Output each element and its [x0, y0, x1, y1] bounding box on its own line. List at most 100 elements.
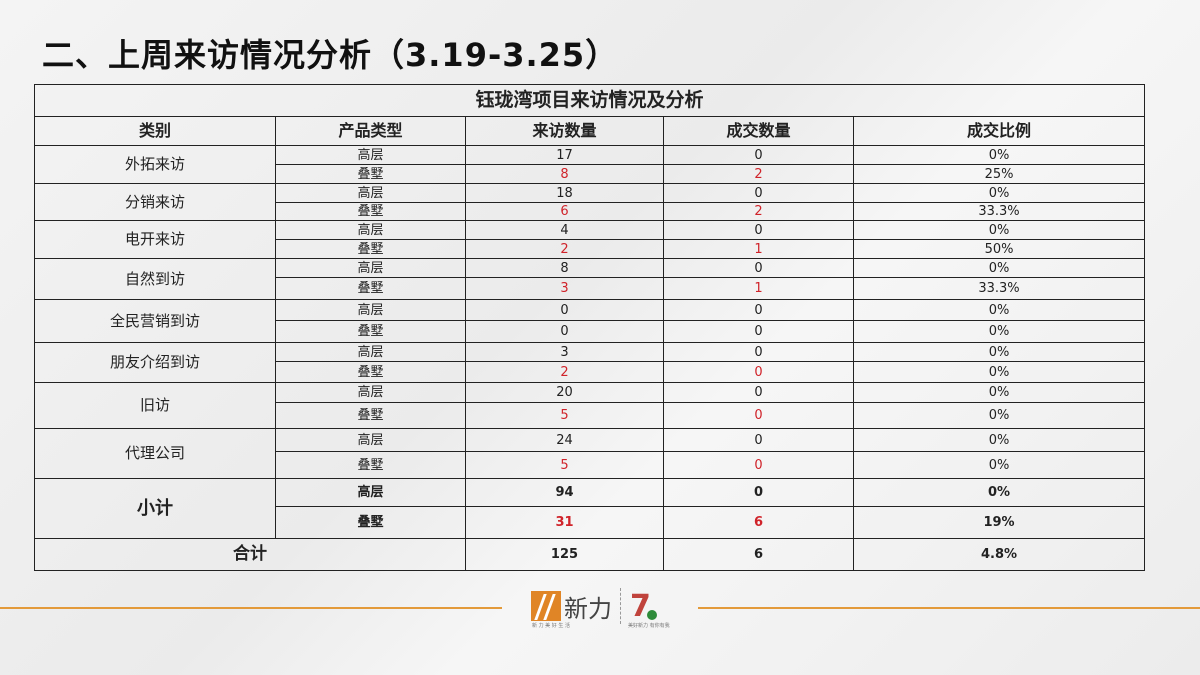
visits-cell: 4 [465, 220, 664, 240]
product-type-cell: 叠墅 [275, 361, 466, 383]
visits-cell: 0 [465, 299, 664, 321]
product-type-cell: 高层 [275, 258, 466, 278]
visits-cell: 6 [465, 202, 664, 221]
deals-cell: 0 [663, 361, 854, 383]
table-row: 叠墅 2 0 0% [35, 361, 1146, 383]
table-row: 自然到访 高层 8 0 0% [34, 258, 1146, 300]
table-row: 叠墅 0 0 0% [35, 320, 1146, 343]
ratio-cell: 33.3% [852, 202, 1146, 221]
anniversary-logo-icon: 7 [630, 589, 657, 624]
product-type-cell: 高层 [275, 478, 466, 507]
ratio-cell: 0% [852, 145, 1146, 165]
total-row: 合计 125 6 4.8% [34, 538, 1146, 571]
product-type-cell: 叠墅 [275, 402, 466, 429]
visits-cell: 31 [465, 506, 664, 539]
table-row: 旧访 高层 20 0 0% [34, 382, 1146, 429]
category-cell: 旧访 [34, 382, 276, 429]
visits-cell: 17 [465, 145, 664, 165]
deals-cell: 0 [663, 145, 854, 165]
deals-cell: 0 [663, 451, 854, 479]
column-header: 成交数量 [663, 116, 854, 146]
table-row: 叠墅 5 0 0% [35, 402, 1146, 429]
visit-analysis-table: 钰珑湾项目来访情况及分析 类别 产品类型 来访数量 成交数量 成交比例 外拓来访… [33, 84, 1146, 571]
table-row: 叠墅 31 6 19% [35, 506, 1146, 539]
ratio-cell: 0% [852, 428, 1146, 452]
category-cell: 全民营销到访 [34, 299, 276, 343]
ratio-cell: 0% [852, 183, 1146, 203]
table-row: 电开来访 高层 4 0 0% [34, 220, 1146, 259]
total-ratio: 4.8% [852, 538, 1146, 571]
table-row: 朋友介绍到访 高层 3 0 0% [34, 342, 1146, 383]
footer-divider-right [698, 607, 1200, 609]
column-header: 类别 [34, 116, 276, 146]
ratio-cell: 19% [852, 506, 1146, 539]
deals-cell: 1 [663, 239, 854, 259]
ratio-cell: 50% [852, 239, 1146, 259]
visits-cell: 18 [465, 183, 664, 203]
product-type-cell: 高层 [275, 183, 466, 203]
ratio-cell: 0% [852, 451, 1146, 479]
category-cell: 小计 [34, 478, 276, 539]
deals-cell: 0 [663, 382, 854, 403]
deals-cell: 6 [663, 506, 854, 539]
table-row: 分销来访 高层 18 0 0% [34, 183, 1146, 221]
deals-cell: 0 [663, 320, 854, 343]
deals-cell: 0 [663, 478, 854, 507]
ratio-cell: 25% [852, 164, 1146, 184]
ratio-cell: 0% [852, 220, 1146, 240]
table-row: 叠墅 5 0 0% [35, 451, 1146, 479]
visits-cell: 5 [465, 451, 664, 479]
table-row: 外拓来访 高层 17 0 0% [34, 145, 1146, 184]
ratio-cell: 0% [852, 320, 1146, 343]
visits-cell: 8 [465, 164, 664, 184]
product-type-cell: 叠墅 [275, 451, 466, 479]
product-type-cell: 高层 [275, 342, 466, 362]
column-header: 成交比例 [852, 116, 1146, 146]
deals-cell: 0 [663, 342, 854, 362]
product-type-cell: 高层 [275, 299, 466, 321]
product-type-cell: 叠墅 [275, 239, 466, 259]
product-type-cell: 高层 [275, 220, 466, 240]
xinli-logo-icon [531, 591, 561, 621]
visits-cell: 3 [465, 277, 664, 300]
deals-cell: 0 [663, 299, 854, 321]
ratio-cell: 0% [852, 299, 1146, 321]
visits-cell: 8 [465, 258, 664, 278]
ratio-cell: 0% [852, 361, 1146, 383]
column-header: 产品类型 [275, 116, 466, 146]
category-cell: 朋友介绍到访 [34, 342, 276, 383]
visits-cell: 24 [465, 428, 664, 452]
visits-cell: 20 [465, 382, 664, 403]
second-logo-tagline: 美好新力 有你有我 [628, 623, 670, 629]
product-type-cell: 叠墅 [275, 202, 466, 221]
visits-cell: 2 [465, 361, 664, 383]
ratio-cell: 0% [852, 258, 1146, 278]
category-cell: 自然到访 [34, 258, 276, 300]
visits-cell: 94 [465, 478, 664, 507]
total-deals: 6 [663, 538, 854, 571]
product-type-cell: 高层 [275, 382, 466, 403]
visits-cell: 0 [465, 320, 664, 343]
table-row: 叠墅 6 2 33.3% [35, 202, 1146, 221]
deals-cell: 1 [663, 277, 854, 300]
table-caption: 钰珑湾项目来访情况及分析 [33, 84, 1146, 117]
visits-cell: 5 [465, 402, 664, 429]
category-cell: 分销来访 [34, 183, 276, 221]
ratio-cell: 0% [852, 342, 1146, 362]
deals-cell: 0 [663, 220, 854, 240]
product-type-cell: 叠墅 [275, 277, 466, 300]
logo-tagline: 新 力 美 好 生 活 [532, 623, 570, 629]
product-type-cell: 叠墅 [275, 506, 466, 539]
deals-cell: 0 [663, 402, 854, 429]
column-header: 来访数量 [465, 116, 664, 146]
ratio-cell: 0% [852, 478, 1146, 507]
category-cell: 代理公司 [34, 428, 276, 479]
deals-cell: 0 [663, 183, 854, 203]
table-row: 全民营销到访 高层 0 0 0% [34, 299, 1146, 343]
category-cell: 外拓来访 [34, 145, 276, 184]
product-type-cell: 高层 [275, 428, 466, 452]
deals-cell: 0 [663, 428, 854, 452]
page-title: 二、上周来访情况分析（3.19-3.25） [42, 36, 619, 74]
footer-logo: 新力 7 [531, 588, 657, 624]
brand-name: 新力 [564, 594, 612, 623]
